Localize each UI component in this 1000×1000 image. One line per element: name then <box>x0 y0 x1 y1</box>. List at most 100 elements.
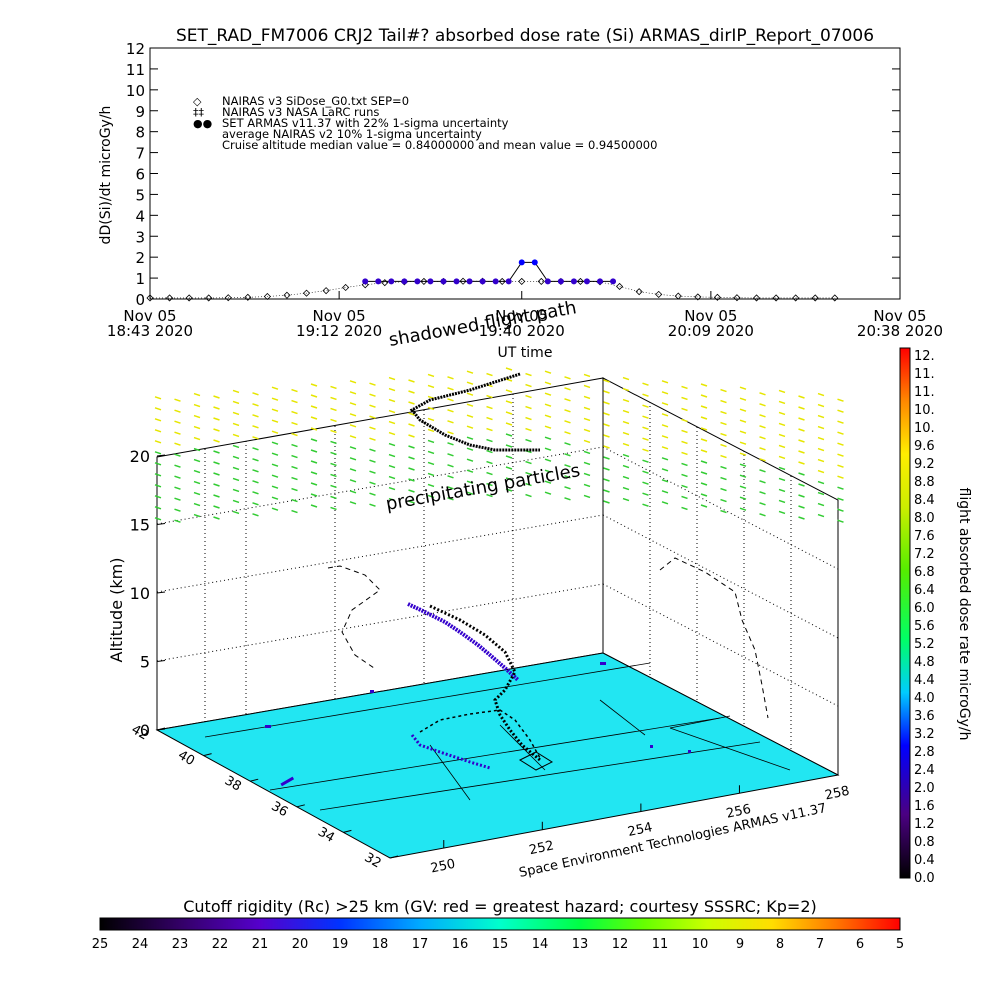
x-tick-label-date: Nov 05 <box>873 307 926 325</box>
particle-mark <box>193 458 201 463</box>
particle-mark <box>622 398 630 403</box>
particle-mark <box>330 495 337 500</box>
rigidity-tick-label: 22 <box>212 937 229 952</box>
nairas-point <box>615 282 624 291</box>
legend-symbol: ◇ <box>193 95 202 108</box>
particle-mark <box>369 492 376 496</box>
particle-mark <box>739 419 747 423</box>
particle-mark <box>486 482 493 487</box>
particle-mark <box>232 488 240 493</box>
nairas-point <box>635 288 643 296</box>
x-tick-label-time: 20:09 2020 <box>668 322 754 340</box>
particle-mark <box>271 397 279 401</box>
particle-mark <box>408 379 415 383</box>
particle-mark <box>193 425 201 430</box>
particle-mark <box>642 426 649 430</box>
particle-mark <box>252 436 259 440</box>
rigidity-tick-label: 25 <box>92 937 109 952</box>
particle-mark <box>369 393 376 397</box>
dose-colorbar-tick-label: 10. <box>914 421 935 436</box>
y-tick-label: 2 <box>135 249 145 267</box>
x-tick-label-date: Nov 05 <box>313 307 366 325</box>
dose-colorbar-tick-label: 6.0 <box>914 601 935 616</box>
particle-mark <box>583 406 591 411</box>
particle-mark <box>486 416 493 421</box>
particle-mark <box>193 513 201 518</box>
particle-mark <box>837 420 844 424</box>
top-shadow-path <box>409 372 540 452</box>
particle-mark <box>720 410 727 415</box>
particle-mark <box>837 486 844 490</box>
particle-mark <box>759 513 766 517</box>
particle-mark <box>739 441 747 445</box>
particle-mark <box>525 372 532 377</box>
particle-mark <box>837 453 844 457</box>
particle-mark <box>564 409 571 413</box>
particle-mark <box>349 413 357 417</box>
particle-mark <box>837 409 844 413</box>
longitude-tick-label: 254 <box>626 820 653 840</box>
dose-colorbar-tick-label: 8.4 <box>914 493 935 508</box>
particle-mark <box>739 474 747 478</box>
particle-mark <box>349 479 357 483</box>
armas-point <box>427 278 434 285</box>
altitude-tick-label: 5 <box>140 653 150 672</box>
particle-mark <box>252 469 259 473</box>
particle-mark <box>720 399 727 404</box>
particle-mark <box>291 421 298 426</box>
state-boundaries <box>204 662 791 811</box>
particle-mark <box>213 494 220 498</box>
particle-mark <box>837 475 844 479</box>
particle-mark <box>213 439 220 443</box>
armas-point <box>597 278 603 285</box>
particle-mark <box>837 464 844 468</box>
particle-mark <box>232 433 240 438</box>
particle-mark <box>583 384 591 389</box>
particle-mark <box>817 436 825 441</box>
particle-mark <box>564 475 571 479</box>
particle-mark <box>310 471 318 475</box>
particle-mark <box>310 460 318 464</box>
particle-mark <box>583 395 591 400</box>
particle-mark <box>154 462 162 466</box>
destination-marker <box>518 751 554 771</box>
particle-mark <box>700 482 708 486</box>
altitude-tick <box>156 660 166 662</box>
nairas-point <box>459 277 467 285</box>
particle-mark <box>447 387 454 391</box>
nairas-point <box>283 291 291 299</box>
nairas-point <box>302 289 311 297</box>
particle-mark <box>271 452 279 456</box>
particle-mark <box>622 376 630 381</box>
dose-colorbar-tick-label: 0.0 <box>914 871 935 886</box>
particle-mark <box>193 447 201 452</box>
particle-mark <box>583 494 591 499</box>
particle-mark <box>408 401 415 405</box>
longitude-axis: 250 252 254 256 258 <box>429 767 851 877</box>
particle-mark <box>681 429 688 434</box>
particle-mark <box>642 404 649 408</box>
particle-mark <box>700 427 708 431</box>
particle-mark <box>427 406 435 411</box>
dose-colorbar-tick-label: 11. <box>914 385 935 400</box>
particle-mark <box>232 444 240 449</box>
particle-mark <box>154 440 162 444</box>
particle-mark <box>252 458 259 462</box>
particle-mark <box>427 450 435 455</box>
particle-mark <box>193 502 201 507</box>
particle-mark <box>213 461 220 465</box>
particle-mark <box>174 431 181 435</box>
particle-mark <box>408 434 415 438</box>
particle-mark <box>232 499 240 504</box>
particle-mark <box>817 469 825 474</box>
particle-mark <box>661 380 669 384</box>
particle-mark <box>310 416 318 420</box>
particle-mark <box>154 484 162 488</box>
particle-mark <box>681 495 688 500</box>
particle-mark <box>213 505 220 509</box>
particle-mark <box>154 495 162 499</box>
particle-mark <box>310 438 318 442</box>
particle-mark <box>388 387 396 392</box>
particle-mark <box>544 425 552 429</box>
particle-mark <box>564 431 571 435</box>
